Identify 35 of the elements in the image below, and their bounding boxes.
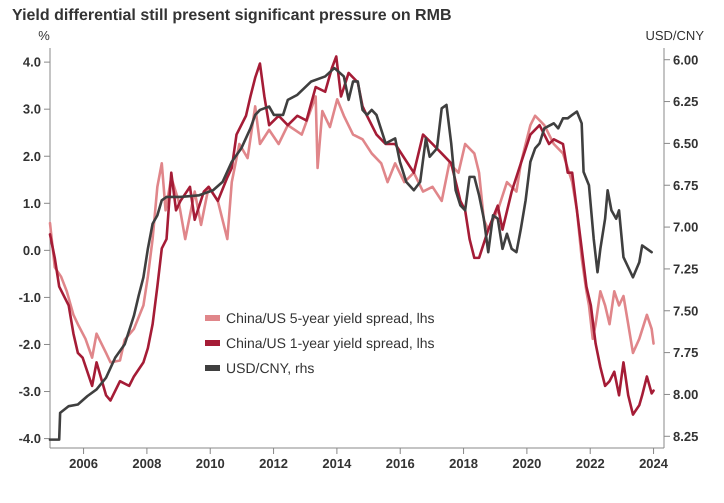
y2-tick-label: 7.75 <box>673 345 698 360</box>
y-tick-label: 2.0 <box>22 148 41 164</box>
y2-tick-label: 6.00 <box>673 52 698 68</box>
y-tick-label: -3.0 <box>18 384 41 400</box>
x-tick-label: 2014 <box>322 456 352 471</box>
y2-tick-label: 6.75 <box>673 178 698 193</box>
x-tick-label: 2016 <box>386 456 415 471</box>
legend-label: China/US 1-year yield spread, lhs <box>226 334 435 351</box>
x-tick-label: 2006 <box>69 456 98 471</box>
y2-tick-label: 8.00 <box>673 386 698 402</box>
x-tick-label: 2008 <box>132 456 162 471</box>
x-tick-label: 2012 <box>259 456 288 471</box>
y-tick-label: -1.0 <box>18 290 41 305</box>
x-tick-label: 2018 <box>449 456 478 471</box>
y-tick-label: 3.0 <box>22 102 41 117</box>
y-tick-label: 0.0 <box>22 242 41 258</box>
x-tick-label: 2010 <box>196 456 225 471</box>
y2-tick-label: 7.25 <box>673 261 698 276</box>
legend-label: China/US 5-year yield spread, lhs <box>226 310 435 326</box>
y2-tick-label: 7.00 <box>673 220 698 235</box>
x-tick-label: 2024 <box>639 456 669 471</box>
x-tick-label: 2020 <box>512 456 542 471</box>
chart-title: Yield differential still present significant pressure on RMB <box>12 7 452 24</box>
y-tick-label: -4.0 <box>18 431 41 446</box>
y2-tick-label: 7.50 <box>673 303 698 318</box>
y2-tick-label: 6.50 <box>673 136 698 151</box>
y2-axis-title: USD/CNY <box>645 28 704 43</box>
y-axis-title: % <box>38 28 50 43</box>
y2-tick-label: 6.25 <box>673 94 698 110</box>
y-tick-label: 4.0 <box>22 54 41 70</box>
y-tick-label: -2.0 <box>18 337 41 352</box>
legend-label: USD/CNY, rhs <box>226 360 314 376</box>
x-tick-label: 2022 <box>576 456 605 471</box>
y2-tick-label: 8.25 <box>673 428 698 444</box>
y-tick-label: 1.0 <box>22 196 41 211</box>
